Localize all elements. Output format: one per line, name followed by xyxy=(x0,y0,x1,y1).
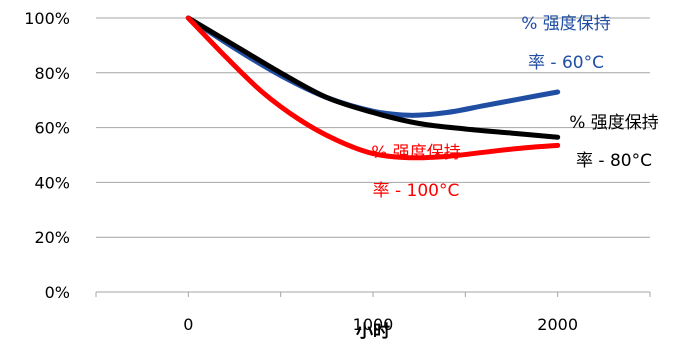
y-tick-label: 100% xyxy=(24,9,70,28)
series-label-60c: % 强度保持率 - 60°C xyxy=(521,14,611,73)
x-axis-title: 小时 xyxy=(356,322,390,341)
y-tick-label: 40% xyxy=(34,173,70,192)
series-label-100c: % 强度保持率 - 100°C xyxy=(371,143,461,201)
series-line-80c xyxy=(185,15,561,140)
x-tick-label: 1000 xyxy=(353,315,394,334)
series-line-60c xyxy=(185,15,561,118)
gridlines xyxy=(96,17,650,238)
x-tick-label: 2000 xyxy=(537,315,578,334)
y-tick-label: 0% xyxy=(45,283,70,302)
series-label-80c: % 强度保持率 - 80°C xyxy=(569,113,659,171)
series-line-100c xyxy=(185,15,561,161)
series-labels: % 强度保持率 - 60°C % 强度保持率 - 80°C % 强度保持率 - 10… xyxy=(371,14,659,201)
y-tick-label: 80% xyxy=(34,64,70,83)
axes: 0% 20% 40% 60% 80% 100% 0 1000 2000 xyxy=(24,9,651,334)
x-tick-label: 0 xyxy=(183,315,193,334)
y-tick-label: 60% xyxy=(34,119,70,138)
series-lines xyxy=(185,15,561,161)
y-tick-label: 20% xyxy=(34,228,70,247)
